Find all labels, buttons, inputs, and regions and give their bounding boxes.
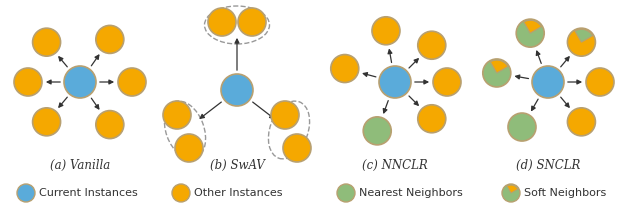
Ellipse shape — [208, 8, 236, 36]
Text: (c) NNCLR: (c) NNCLR — [362, 158, 428, 171]
Ellipse shape — [64, 66, 96, 98]
Text: Soft Neighbors: Soft Neighbors — [524, 188, 606, 198]
Ellipse shape — [372, 17, 400, 45]
Wedge shape — [507, 185, 518, 193]
Ellipse shape — [532, 66, 564, 98]
Text: Nearest Neighbors: Nearest Neighbors — [359, 188, 463, 198]
Ellipse shape — [502, 184, 520, 202]
Ellipse shape — [96, 111, 124, 139]
Ellipse shape — [271, 101, 299, 129]
Ellipse shape — [17, 184, 35, 202]
Ellipse shape — [118, 68, 146, 96]
Ellipse shape — [364, 117, 391, 145]
Ellipse shape — [508, 113, 536, 141]
Ellipse shape — [418, 31, 446, 59]
Ellipse shape — [96, 25, 124, 53]
Ellipse shape — [33, 108, 61, 136]
Ellipse shape — [283, 134, 311, 162]
Wedge shape — [575, 29, 593, 42]
Ellipse shape — [163, 101, 191, 129]
Wedge shape — [524, 20, 541, 33]
Text: Current Instances: Current Instances — [39, 188, 138, 198]
Text: (d) SNCLR: (d) SNCLR — [516, 158, 580, 171]
Ellipse shape — [418, 105, 446, 133]
Ellipse shape — [379, 66, 411, 98]
Ellipse shape — [568, 108, 595, 136]
Ellipse shape — [33, 28, 61, 56]
Ellipse shape — [238, 8, 266, 36]
Ellipse shape — [175, 134, 203, 162]
Ellipse shape — [331, 55, 359, 83]
Wedge shape — [490, 60, 508, 73]
Ellipse shape — [433, 68, 461, 96]
Ellipse shape — [568, 28, 595, 56]
Text: (b) SwAV: (b) SwAV — [209, 158, 264, 171]
Ellipse shape — [221, 74, 253, 106]
Ellipse shape — [516, 19, 544, 47]
Ellipse shape — [172, 184, 190, 202]
Text: Other Instances: Other Instances — [194, 188, 282, 198]
Text: (a) Vanilla: (a) Vanilla — [50, 158, 110, 171]
Ellipse shape — [14, 68, 42, 96]
Ellipse shape — [483, 59, 511, 87]
Ellipse shape — [337, 184, 355, 202]
Ellipse shape — [586, 68, 614, 96]
